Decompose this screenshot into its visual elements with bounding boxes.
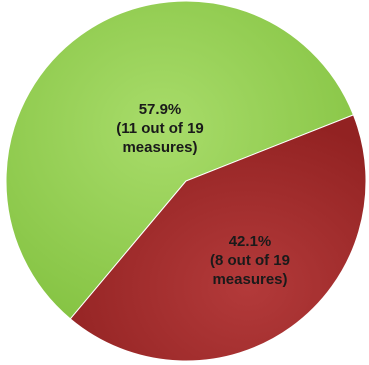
slice-label-green: 57.9% (11 out of 19 measures)	[116, 101, 204, 156]
slice-label-red-unit: measures)	[212, 271, 287, 288]
slice-label-red-pct: 42.1%	[229, 233, 272, 250]
slice-label-red-count: (8 out of 19	[210, 252, 290, 269]
slice-label-green-count: (11 out of 19	[116, 120, 204, 137]
slice-label-red: 42.1% (8 out of 19 measures)	[210, 233, 290, 288]
slice-label-green-unit: measures)	[122, 139, 197, 156]
pie-slice-green	[5, 0, 355, 320]
slice-label-green-pct: 57.9%	[139, 101, 182, 118]
pie-slice-red	[69, 114, 367, 362]
